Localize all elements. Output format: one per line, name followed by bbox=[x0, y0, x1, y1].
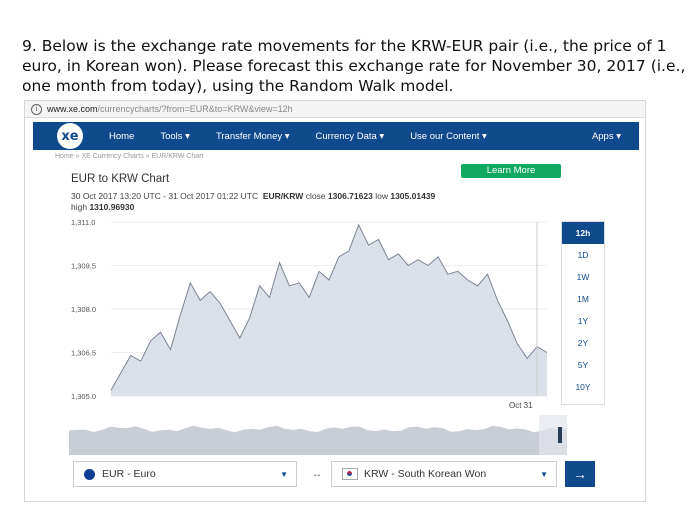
question-text: 9. Below is the exchange rate movements … bbox=[22, 37, 686, 95]
eu-flag-icon bbox=[84, 468, 95, 480]
nav-transfer-money[interactable]: Transfer Money ▾ bbox=[215, 130, 290, 142]
range-button-12h[interactable]: 12h bbox=[562, 222, 604, 244]
xe-logo[interactable]: xe bbox=[57, 123, 83, 149]
url-path: /currencycharts/?from=EUR&to=KRW&view=12… bbox=[97, 104, 293, 114]
info-icon[interactable]: i bbox=[31, 103, 42, 115]
range-button-1m[interactable]: 1M bbox=[577, 294, 589, 304]
meta-pair: EUR/KRW bbox=[262, 191, 304, 201]
nav-tools[interactable]: Tools ▾ bbox=[160, 130, 190, 142]
meta-close-label: close bbox=[305, 191, 326, 201]
top-nav: xe Home Tools ▾ Transfer Money ▾ Currenc… bbox=[33, 122, 639, 150]
nav-apps[interactable]: Apps ▾ bbox=[591, 130, 621, 142]
range-selector: 12h 1D 1W 1M 1Y 2Y 5Y 10Y bbox=[561, 221, 605, 405]
navigator-window bbox=[539, 415, 567, 455]
nav-home[interactable]: Home bbox=[109, 130, 135, 142]
x-tick-oct-31: Oct 31 bbox=[509, 401, 533, 410]
range-button-5y[interactable]: 5Y bbox=[577, 360, 589, 370]
meta-close-value: 1306.71623 bbox=[327, 191, 373, 201]
range-button-2y[interactable]: 2Y bbox=[577, 338, 589, 348]
to-currency-label: KRW - South Korean Won bbox=[364, 468, 487, 480]
range-button-1y[interactable]: 1Y bbox=[577, 316, 589, 326]
series-area bbox=[111, 224, 547, 396]
browser-screenshot: i www.xe.com/currencycharts/?from=EUR&to… bbox=[24, 100, 646, 502]
y-tick-label: 1,306.5 bbox=[71, 349, 96, 358]
breadcrumb[interactable]: Home » XE Currency Charts » EUR/KRW Char… bbox=[55, 153, 204, 160]
range-button-1w[interactable]: 1W bbox=[576, 272, 590, 282]
series-line bbox=[110, 223, 548, 391]
address-bar[interactable]: i www.xe.com/currencycharts/?from=EUR&to… bbox=[25, 101, 645, 118]
nav-currency-data[interactable]: Currency Data ▾ bbox=[315, 130, 385, 142]
nav-use-our-content[interactable]: Use our Content ▾ bbox=[410, 130, 487, 142]
from-currency-label: EUR - Euro bbox=[102, 468, 156, 480]
chevron-down-icon: ▼ bbox=[540, 469, 548, 479]
chevron-down-icon: ▼ bbox=[280, 469, 288, 479]
y-tick-label: 1,309.5 bbox=[71, 262, 96, 271]
navigator-area bbox=[69, 425, 567, 455]
range-button-1d[interactable]: 1D bbox=[577, 250, 589, 260]
y-tick-label: 1,305.0 bbox=[71, 392, 96, 401]
meta-high-value: 1310.96930 bbox=[89, 202, 135, 212]
rate-chart[interactable]: 1,311.0 1,309.5 1,308.0 1,306.5 1,305.0 bbox=[69, 216, 557, 401]
swap-icon[interactable]: ↔ bbox=[312, 469, 322, 480]
meta-high-label: high bbox=[71, 202, 88, 212]
navigator-chart[interactable] bbox=[69, 415, 567, 455]
chart-title: EUR to KRW Chart bbox=[71, 173, 170, 185]
navigator-handle[interactable] bbox=[558, 427, 562, 443]
meta-range: 30 Oct 2017 13:20 UTC - 31 Oct 2017 01:2… bbox=[71, 191, 259, 201]
meta-low-value: 1305.01439 bbox=[390, 191, 436, 201]
kr-flag-icon bbox=[342, 468, 358, 480]
chart-meta: 30 Oct 2017 13:20 UTC - 31 Oct 2017 01:2… bbox=[71, 191, 591, 213]
range-button-10y[interactable]: 10Y bbox=[575, 382, 591, 392]
learn-more-button[interactable]: Learn More bbox=[461, 164, 561, 178]
y-tick-label: 1,308.0 bbox=[71, 305, 96, 314]
go-arrow-button[interactable]: → bbox=[565, 461, 595, 487]
meta-low-label: low bbox=[375, 191, 388, 201]
y-tick-label: 1,311.0 bbox=[71, 218, 95, 227]
url-domain: www.xe.com bbox=[47, 104, 98, 114]
from-currency-select[interactable]: EUR - Euro ▼ bbox=[73, 461, 297, 487]
to-currency-select[interactable]: KRW - South Korean Won ▼ bbox=[331, 461, 557, 487]
